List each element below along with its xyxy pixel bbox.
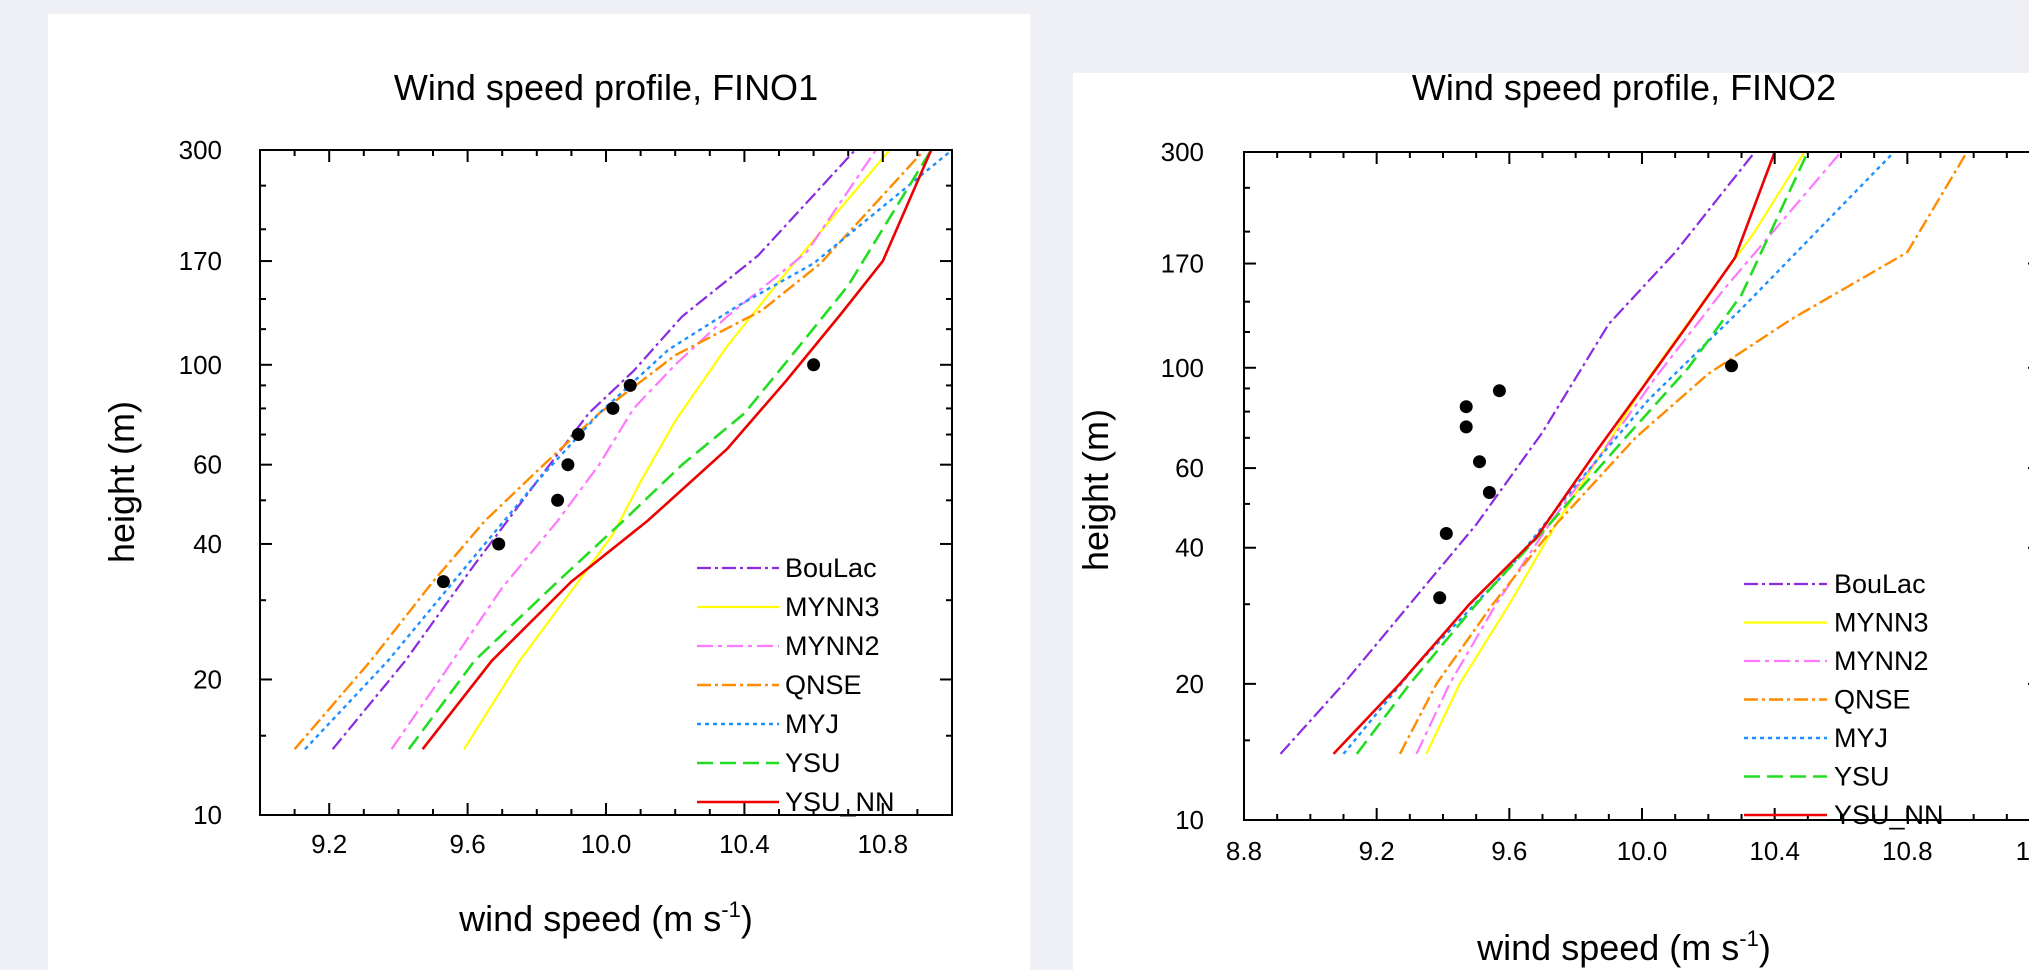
- x-axis-title: wind speed (m s-1): [458, 897, 753, 939]
- x-tick-label: 10.8: [1882, 836, 1933, 866]
- series-line-mynn2: [390, 149, 877, 750]
- legend-label-myj: MYJ: [1834, 723, 1888, 753]
- series-line-ysu_nn: [1332, 151, 1776, 755]
- series-layer: [1279, 151, 1969, 755]
- legend-label-ysu: YSU: [1834, 762, 1890, 792]
- observation-point: [1439, 527, 1453, 540]
- y-tick-label: 170: [1161, 249, 1204, 279]
- ticks-layer: 8.8 9.2 9.6 10.0 10.4 10.8 11.2 10 20 40 60 100 170 3…: [1161, 137, 2029, 866]
- y-tick-label: 40: [1175, 533, 1204, 563]
- legend-label-qnse: QNSE: [785, 670, 862, 700]
- series-line-myj: [304, 149, 953, 751]
- series-line-mynn3: [463, 149, 891, 750]
- observation-point: [1433, 591, 1447, 605]
- observation-layer: [1433, 359, 1738, 605]
- observation-point: [436, 575, 450, 589]
- legend-label-mynn2: MYNN2: [1834, 646, 1929, 676]
- legend: BouLac MYNN3 MYNN2 QNSE MYJ YSU YSU_NN: [697, 553, 895, 817]
- ticks-layer: 9.2 9.6 10.0 10.4 10.8 10 20 40 60 100 170 300: [179, 135, 953, 859]
- x-tick-label: 10.0: [581, 829, 632, 859]
- x-axis-title: wind speed (m s-1): [1476, 926, 1771, 968]
- observation-point: [807, 358, 821, 372]
- y-tick-label: 20: [1175, 669, 1204, 699]
- series-layer: [293, 149, 953, 751]
- x-tick-label: 9.6: [1491, 836, 1527, 866]
- series-line-ysu: [1355, 151, 1809, 755]
- x-tick-label: 9.6: [450, 829, 486, 859]
- series-line-mynn2: [1415, 151, 1842, 755]
- chart-title: Wind speed profile, FINO1: [394, 67, 818, 108]
- plot-frame: [259, 149, 953, 816]
- x-tick-label: 9.2: [311, 829, 347, 859]
- y-tick-label: 60: [193, 450, 222, 480]
- series-line-mynn3: [1425, 151, 1806, 755]
- x-tick-label: 8.8: [1226, 836, 1262, 866]
- y-axis-title: height (m): [1075, 409, 1116, 571]
- observation-point: [1473, 455, 1486, 469]
- legend-label-ysu_nn: YSU_NN: [785, 787, 895, 817]
- chart-fino2: Wind speed profile, FINO2 8.8 9.2 9.6 10.0 1…: [1075, 67, 2029, 968]
- y-axis-title: height (m): [101, 401, 142, 563]
- legend-label-mynn3: MYNN3: [1834, 608, 1929, 638]
- y-tick-label: 100: [1161, 353, 1204, 383]
- y-tick-label: 100: [179, 350, 222, 380]
- legend-label-mynn3: MYNN3: [785, 592, 880, 622]
- observation-point: [1459, 420, 1473, 434]
- x-tick-label: 11.2: [2016, 836, 2029, 866]
- legend-label-ysu: YSU: [785, 748, 841, 778]
- y-tick-label: 300: [179, 135, 222, 165]
- x-tick-label: 9.2: [1359, 836, 1395, 866]
- y-tick-label: 10: [193, 800, 222, 830]
- x-tick-label: 10.0: [1617, 836, 1668, 866]
- x-tick-label: 10.8: [857, 829, 908, 859]
- series-line-qnse: [1398, 151, 1969, 755]
- y-tick-label: 40: [193, 529, 222, 559]
- series-line-boulac: [1279, 151, 1756, 755]
- y-tick-label: 20: [193, 664, 222, 694]
- y-tick-label: 170: [179, 246, 222, 276]
- observation-point: [1459, 400, 1473, 414]
- observation-point: [1492, 384, 1506, 398]
- observation-point: [561, 458, 575, 472]
- observation-point: [571, 428, 585, 441]
- plot-frame: [1243, 151, 2029, 821]
- y-tick-label: 60: [1175, 453, 1204, 483]
- y-tick-label: 300: [1161, 137, 1204, 167]
- chart-fino1: Wind speed profile, FINO1 9.2 9.6 10.0 10.4…: [101, 67, 953, 939]
- legend-label-boulac: BouLac: [785, 553, 877, 583]
- legend: BouLac MYNN3 MYNN2 QNSE MYJ YSU YSU_NN: [1744, 569, 1944, 830]
- legend-label-mynn2: MYNN2: [785, 631, 880, 661]
- series-line-ysu_nn: [421, 149, 933, 751]
- series-line-qnse: [293, 149, 926, 750]
- observation-point: [1725, 359, 1738, 373]
- series-line-boulac: [331, 149, 856, 750]
- observation-point: [551, 493, 565, 507]
- y-tick-label: 10: [1175, 805, 1204, 835]
- legend-label-myj: MYJ: [785, 709, 839, 739]
- observation-point: [623, 378, 637, 392]
- chart-panel-fino1: [48, 14, 1030, 970]
- legend-label-qnse: QNSE: [1834, 685, 1911, 715]
- observation-point: [606, 401, 620, 415]
- observation-point: [492, 537, 506, 551]
- legend-label-ysu_nn: YSU_NN: [1834, 800, 1944, 830]
- chart-title: Wind speed profile, FINO2: [1412, 67, 1836, 108]
- observation-point: [1482, 486, 1496, 499]
- legend-label-boulac: BouLac: [1834, 569, 1926, 599]
- series-line-myj: [1342, 151, 1895, 755]
- series-line-ysu: [407, 149, 933, 750]
- observation-layer: [436, 358, 821, 589]
- x-tick-label: 10.4: [719, 829, 770, 859]
- x-tick-label: 10.4: [1749, 836, 1800, 866]
